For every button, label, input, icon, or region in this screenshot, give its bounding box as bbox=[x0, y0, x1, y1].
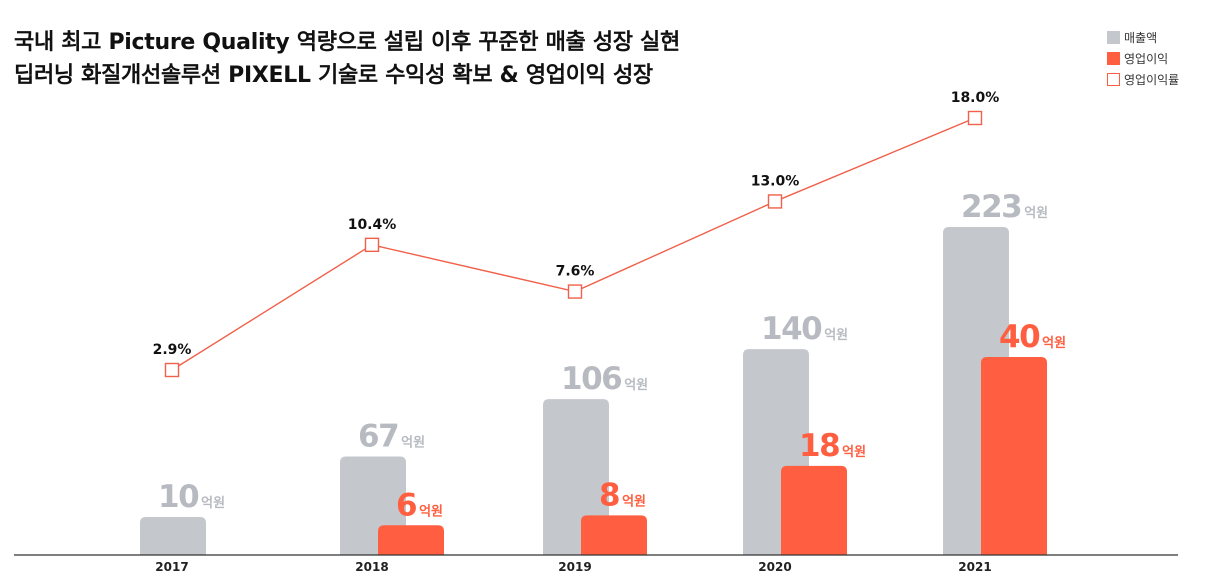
operating-margin-label-2019: 7.6% bbox=[556, 264, 595, 280]
title-line-2: 딥러닝 화질개선솔루션 PIXELL 기술로 수익성 확보 & 영업이익 성장 bbox=[14, 63, 653, 88]
x-tick-2017: 2017 bbox=[155, 560, 188, 574]
operating-margin-label-2020: 13.0% bbox=[751, 173, 800, 189]
x-tick-2019: 2019 bbox=[558, 560, 591, 574]
revenue-label-2019: 106 억원 bbox=[561, 361, 648, 397]
x-tick-2018: 2018 bbox=[355, 560, 388, 574]
title-line-1: 국내 최고 Picture Quality 역량으로 설립 이후 꾸준한 매출 … bbox=[14, 30, 680, 55]
legend-label-revenue: 매출액 bbox=[1124, 31, 1158, 45]
revenue-bar-2017 bbox=[140, 517, 206, 555]
legend-swatch-operating-profit bbox=[1107, 52, 1120, 65]
operating-margin-label-2021: 18.0% bbox=[951, 90, 1000, 106]
legend-swatch-revenue bbox=[1107, 31, 1120, 44]
legend-label-operating-profit: 영업이익 bbox=[1124, 52, 1169, 66]
revenue-label-2020: 140 억원 bbox=[761, 311, 848, 347]
x-tick-2020: 2020 bbox=[758, 560, 791, 574]
legend-item-revenue: 매출액 bbox=[1107, 27, 1179, 48]
operating-margin-label-2018: 10.4% bbox=[348, 217, 397, 233]
operating-profit-bar-2021 bbox=[981, 357, 1047, 555]
operating-profit-label-2018: 6 억원 bbox=[396, 487, 443, 523]
operating-profit-label-2021: 40 억원 bbox=[999, 319, 1066, 355]
legend-item-operating-profit: 영업이익 bbox=[1107, 48, 1179, 69]
chart-title: 국내 최고 Picture Quality 역량으로 설립 이후 꾸준한 매출 … bbox=[14, 26, 680, 92]
operating-profit-bar-2019 bbox=[581, 515, 647, 555]
legend: 매출액 영업이익 영업이익률 bbox=[1107, 27, 1179, 90]
legend-label-operating-margin: 영업이익률 bbox=[1124, 73, 1180, 87]
revenue-label-2018: 67 억원 bbox=[358, 418, 425, 454]
revenue-label-2021: 223 억원 bbox=[961, 189, 1048, 225]
operating-margin-marker-2018 bbox=[364, 237, 380, 253]
revenue-label-2017: 10 억원 bbox=[158, 479, 225, 515]
operating-margin-line bbox=[171, 117, 976, 371]
legend-swatch-operating-margin bbox=[1107, 73, 1120, 86]
operating-margin-marker-2021 bbox=[967, 110, 983, 126]
operating-margin-label-2017: 2.9% bbox=[153, 342, 192, 358]
operating-profit-bar-2020 bbox=[781, 465, 847, 555]
operating-margin-marker-2019 bbox=[567, 284, 583, 299]
operating-margin-marker-2017 bbox=[164, 362, 180, 378]
legend-item-operating-margin: 영업이익률 bbox=[1107, 69, 1179, 90]
operating-profit-label-2020: 18 억원 bbox=[799, 428, 866, 464]
x-tick-2021: 2021 bbox=[958, 560, 991, 574]
operating-profit-label-2019: 8 억원 bbox=[599, 477, 646, 513]
operating-margin-marker-2020 bbox=[767, 194, 783, 209]
operating-profit-bar-2018 bbox=[378, 525, 444, 555]
